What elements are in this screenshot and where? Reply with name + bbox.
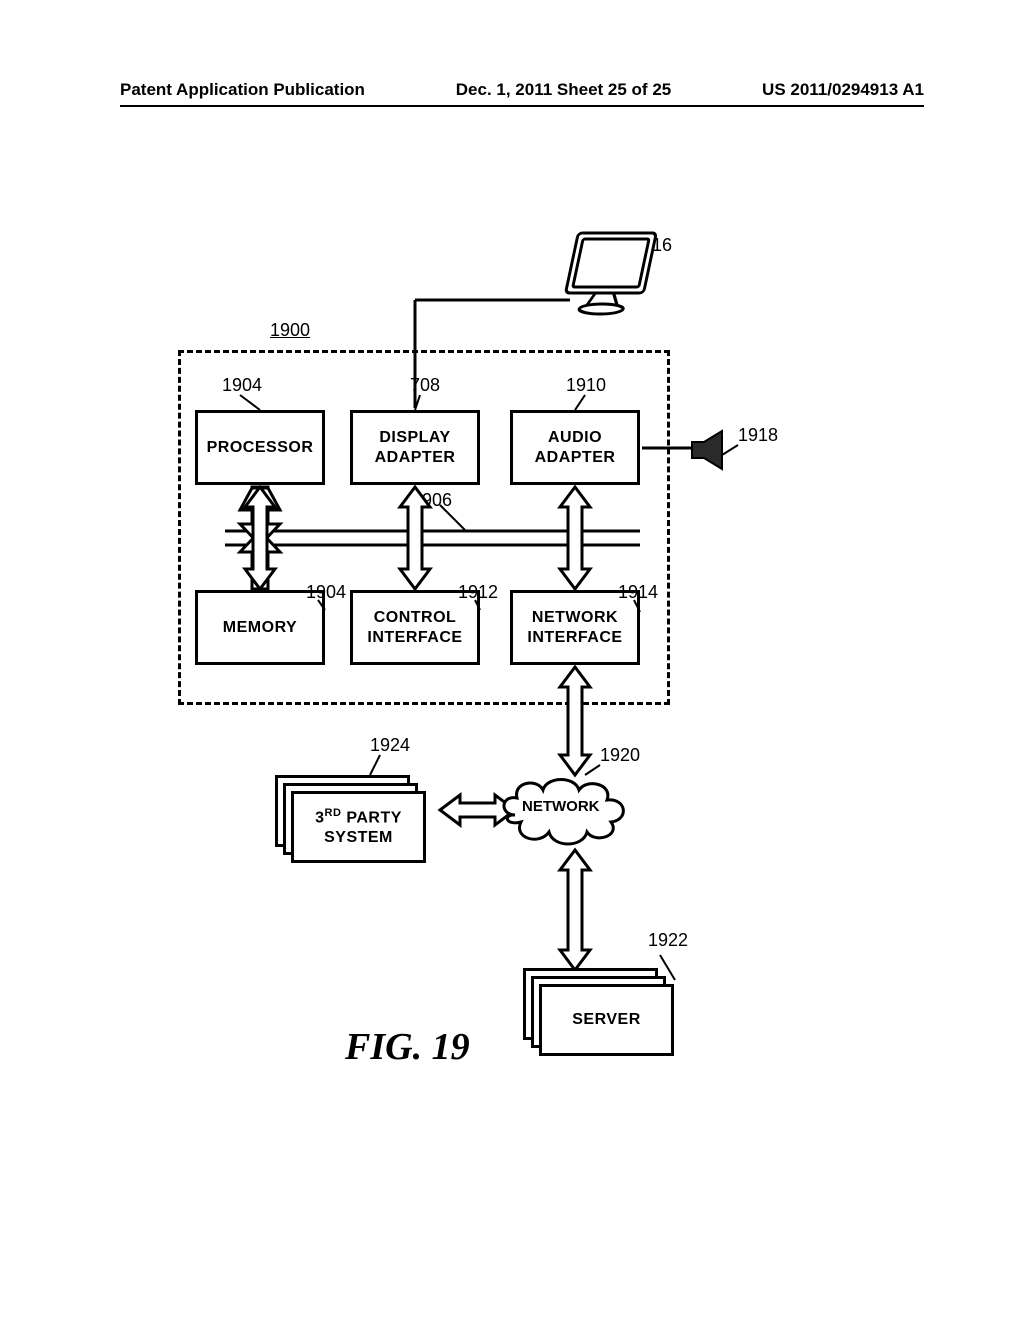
network-label: NETWORK xyxy=(522,798,600,815)
third-party-box: 3RD PARTY SYSTEM xyxy=(291,791,426,863)
bus-and-arrows xyxy=(0,0,1024,1320)
third-party-l1: 3RD PARTY xyxy=(315,807,402,828)
server-box: SERVER xyxy=(539,984,674,1056)
figure-title: FIG. 19 xyxy=(345,1025,470,1069)
figure-diagram: 1900 PROCESSOR DISPLAY ADAPTER AUDIO ADA… xyxy=(0,0,1024,1320)
server-label: SERVER xyxy=(572,1010,641,1029)
speaker-icon xyxy=(688,428,743,473)
monitor-icon xyxy=(555,225,665,335)
third-party-l2: SYSTEM xyxy=(324,828,393,847)
